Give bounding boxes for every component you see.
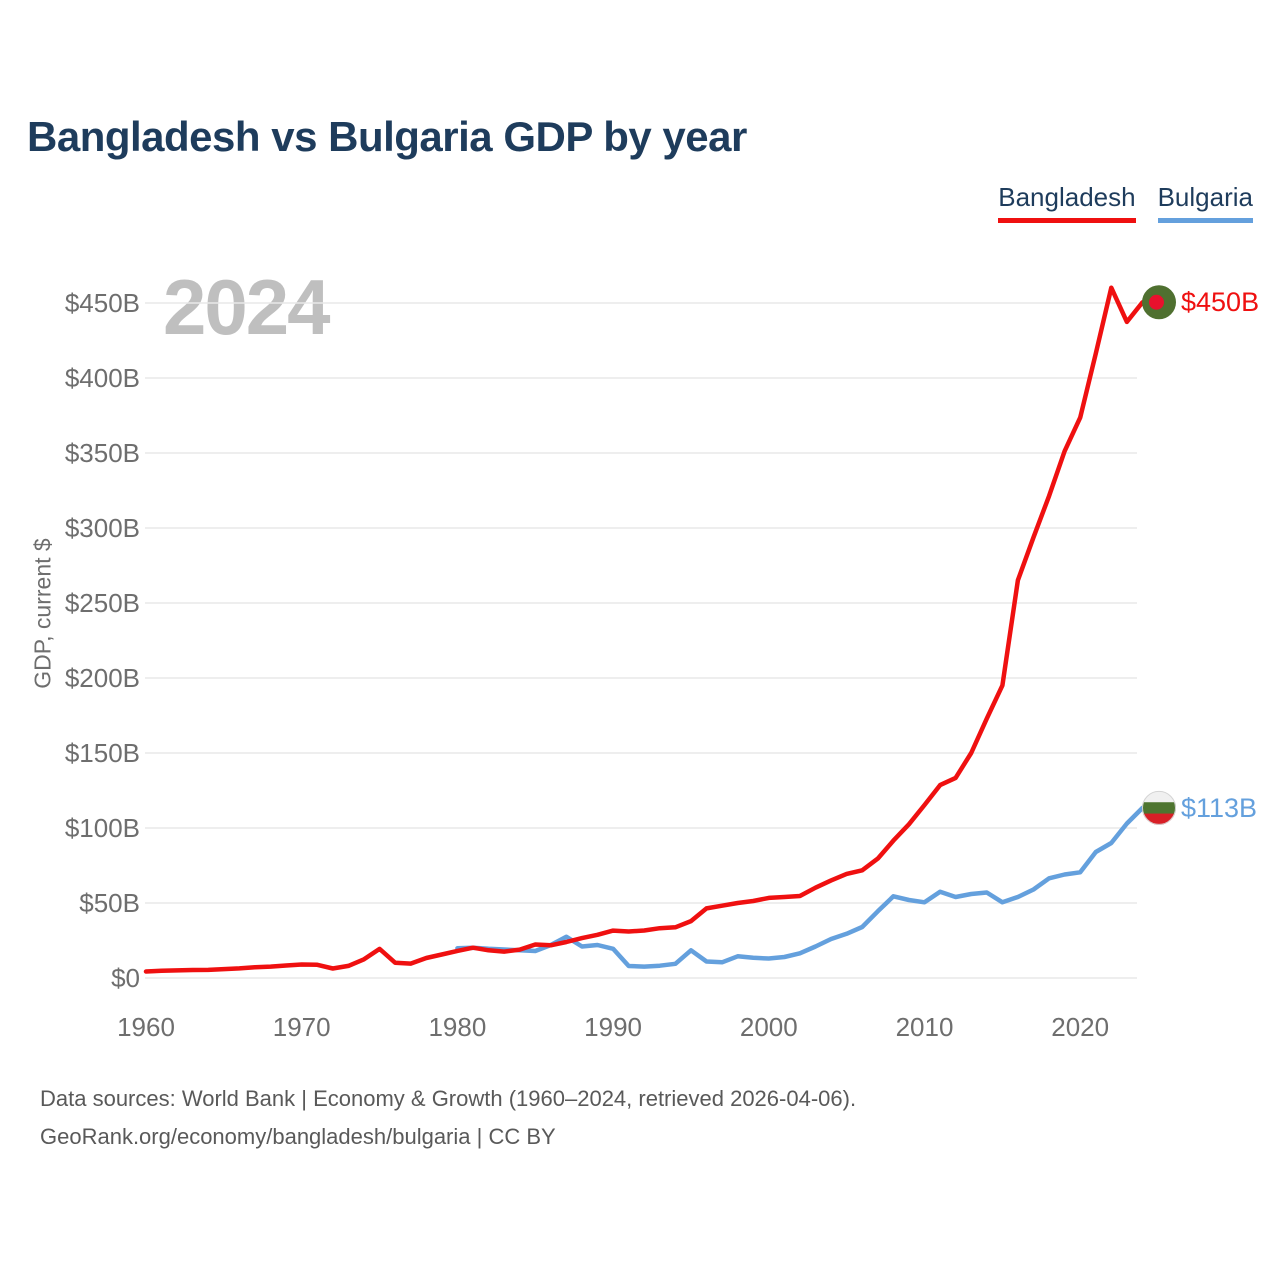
y-tick-label: $450B	[64, 288, 140, 318]
x-tick-label: 1970	[272, 1012, 331, 1042]
x-tick-label: 2020	[1051, 1012, 1110, 1042]
y-tick-label: $100B	[64, 813, 140, 843]
attribution-line: GeoRank.org/economy/bangladesh/bulgaria …	[40, 1124, 556, 1149]
x-tick-label: 1980	[428, 1012, 487, 1042]
y-tick-label: $0	[111, 963, 140, 993]
bangladesh-flag-icon	[1142, 285, 1176, 320]
bangladesh-end-value: $450B	[1181, 287, 1260, 318]
year-watermark: 2024	[163, 263, 331, 351]
page-title: Bangladesh vs Bulgaria GDP by year	[27, 113, 747, 160]
y-tick-label: $350B	[64, 438, 140, 468]
y-tick-label: $50B	[79, 888, 140, 918]
data-sources-line: Data sources: World Bank | Economy & Gro…	[40, 1086, 857, 1111]
x-tick-label: 1990	[584, 1012, 643, 1042]
legend-item-bangladesh[interactable]: Bangladesh	[998, 182, 1136, 223]
x-tick-label: 2010	[895, 1012, 954, 1042]
y-tick-label: $300B	[64, 513, 140, 543]
legend-item-bulgaria[interactable]: Bulgaria	[1157, 182, 1253, 223]
bulgaria-flag-icon	[1142, 790, 1176, 825]
y-tick-label: $200B	[64, 663, 140, 693]
x-tick-label: 2000	[739, 1012, 798, 1042]
bangladesh-line	[143, 285, 1145, 974]
bulgaria-end-value: $113B	[1181, 792, 1258, 823]
y-tick-label: $150B	[64, 738, 140, 768]
footer: Data sources: World Bank | Economy & Gro…	[40, 1080, 856, 1156]
y-tick-label: $250B	[64, 588, 140, 618]
x-tick-label: 1960	[117, 1012, 175, 1042]
legend: Bangladesh Bulgaria	[998, 182, 1253, 223]
y-tick-label: $400B	[64, 363, 140, 393]
